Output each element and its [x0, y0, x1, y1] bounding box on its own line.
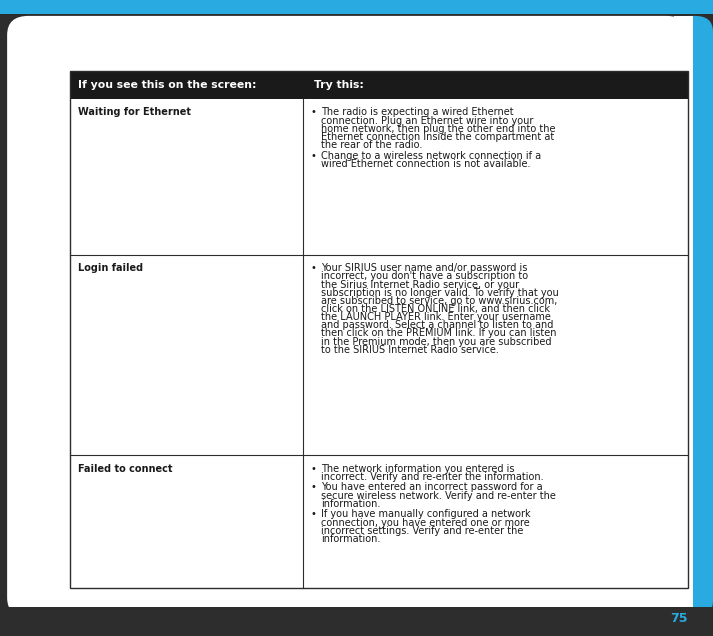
Text: incorrect. Verify and re-enter the information.: incorrect. Verify and re-enter the infor… [321, 472, 543, 482]
Bar [70, 99, 688, 255]
Text: home network, then plug the other end into the: home network, then plug the other end in… [321, 124, 555, 134]
FancyBboxPatch shape [674, 16, 713, 617]
Text: wired Ethernet connection is not available.: wired Ethernet connection is not availab… [321, 159, 530, 169]
Text: the Sirius Internet Radio service, or your: the Sirius Internet Radio service, or yo… [321, 280, 519, 289]
Text: secure wireless network. Verify and re-enter the: secure wireless network. Verify and re-e… [321, 490, 555, 501]
Bar [70, 71, 688, 588]
Text: information.: information. [321, 499, 380, 509]
Text: connection, you have entered one or more: connection, you have entered one or more [321, 518, 530, 528]
Text: connection. Plug an Ethernet wire into your: connection. Plug an Ethernet wire into y… [321, 116, 533, 126]
Text: If you see this on the screen:: If you see this on the screen: [78, 80, 257, 90]
Text: •: • [310, 151, 316, 161]
Bar [70, 455, 688, 626]
Text: Waiting for Ethernet: Waiting for Ethernet [78, 107, 191, 118]
Text: Login failed: Login failed [78, 263, 143, 273]
Text: If you have manually configured a network: If you have manually configured a networ… [321, 509, 530, 520]
Text: to the SIRIUS Internet Radio service.: to the SIRIUS Internet Radio service. [321, 345, 498, 355]
Text: You have entered an incorrect password for a: You have entered an incorrect password f… [321, 483, 543, 492]
Text: •: • [310, 509, 316, 520]
Bar [674, 16, 693, 617]
Text: the LAUNCH PLAYER link. Enter your username: the LAUNCH PLAYER link. Enter your usern… [321, 312, 550, 322]
Text: Try this:: Try this: [314, 80, 364, 90]
Text: 75: 75 [670, 612, 688, 625]
Text: incorrect settings. Verify and re-enter the: incorrect settings. Verify and re-enter … [321, 526, 523, 536]
Text: The network information you entered is: The network information you entered is [321, 464, 514, 474]
Text: Ethernet connection inside the compartment at: Ethernet connection inside the compartme… [321, 132, 554, 142]
Text: click on the LISTEN ONLINE link, and then click: click on the LISTEN ONLINE link, and the… [321, 304, 550, 314]
Bar [70, 255, 688, 455]
Text: •: • [310, 464, 316, 474]
Bar [70, 71, 688, 99]
Text: in the Premium mode, then you are subscribed: in the Premium mode, then you are subscr… [321, 336, 551, 347]
Text: then click on the PREMIUM link. If you can listen: then click on the PREMIUM link. If you c… [321, 328, 556, 338]
Text: information.: information. [321, 534, 380, 544]
Text: subscription is no longer valid. To verify that you: subscription is no longer valid. To veri… [321, 287, 558, 298]
Text: Change to a wireless network connection if a: Change to a wireless network connection … [321, 151, 541, 161]
Text: the rear of the radio.: the rear of the radio. [321, 140, 422, 150]
Bar [0, 607, 713, 636]
Text: incorrect, you don't have a subscription to: incorrect, you don't have a subscription… [321, 272, 528, 282]
Bar [0, 0, 713, 14]
FancyBboxPatch shape [7, 16, 688, 617]
Text: •: • [310, 107, 316, 118]
Text: and password. Select a channel to listen to and: and password. Select a channel to listen… [321, 321, 553, 330]
Text: Failed to connect: Failed to connect [78, 464, 173, 474]
Text: Your SIRIUS user name and/or password is: Your SIRIUS user name and/or password is [321, 263, 527, 273]
Text: are subscribed to service, go to www.sirius.com,: are subscribed to service, go to www.sir… [321, 296, 558, 306]
Text: •: • [310, 263, 316, 273]
Text: •: • [310, 483, 316, 492]
Text: The radio is expecting a wired Ethernet: The radio is expecting a wired Ethernet [321, 107, 513, 118]
